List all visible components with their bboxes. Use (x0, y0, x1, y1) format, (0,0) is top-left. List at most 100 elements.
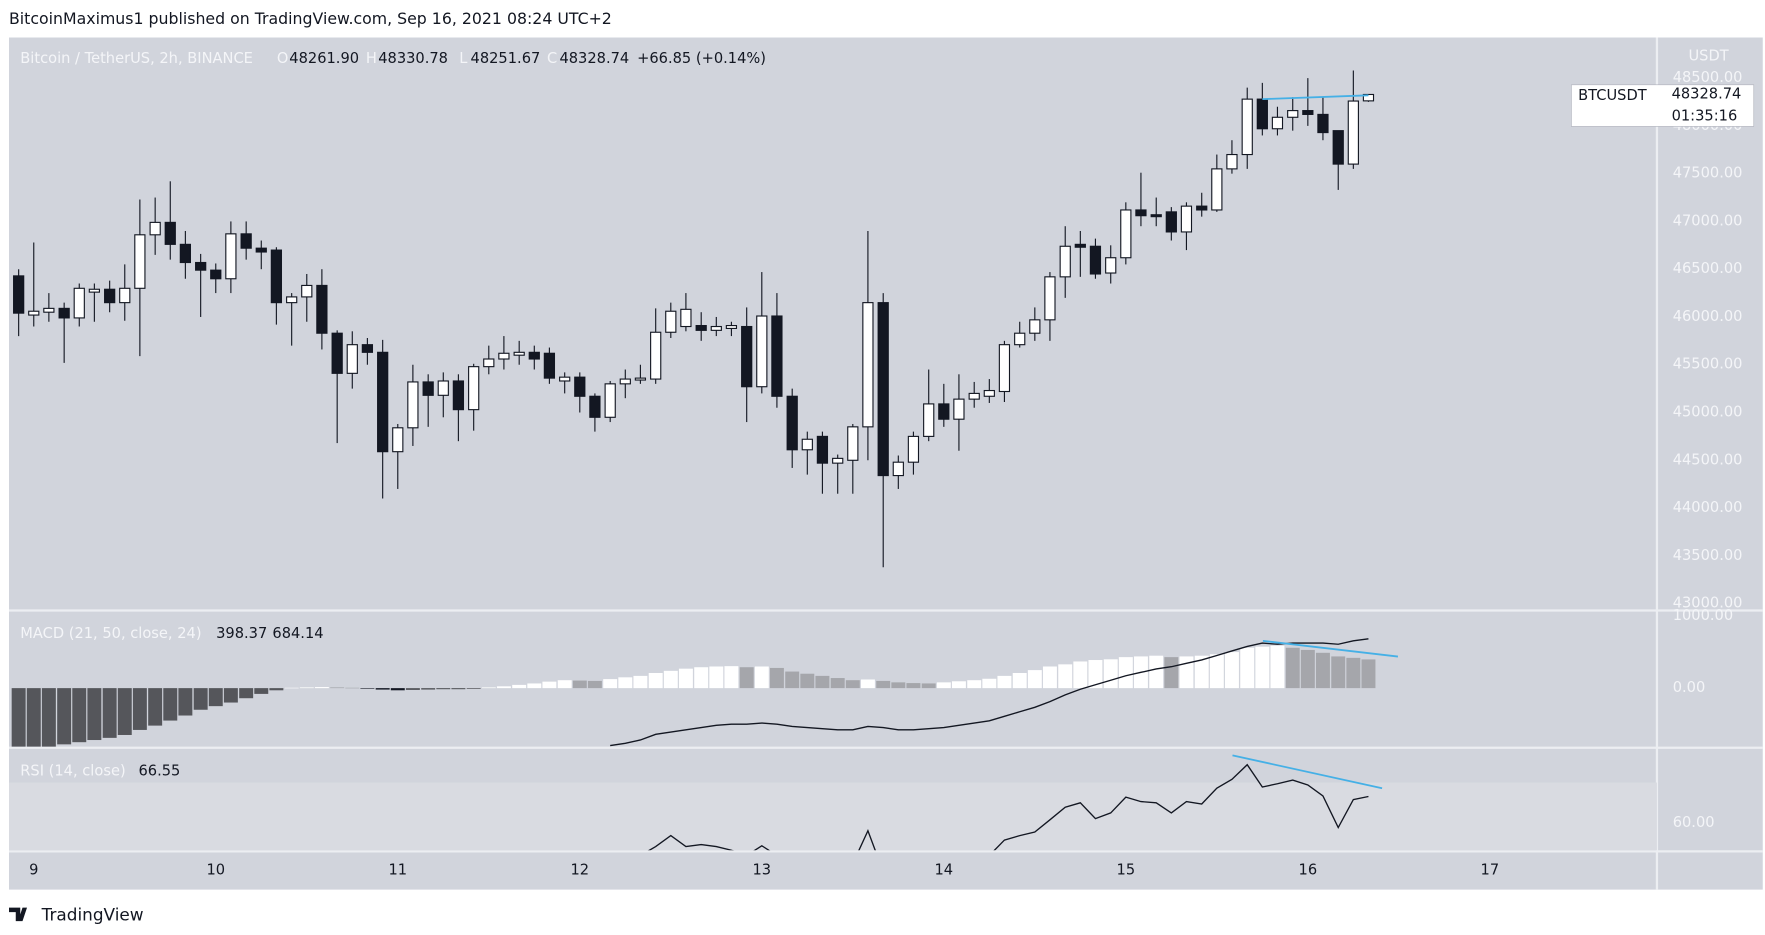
histogram-bar (1315, 652, 1330, 689)
histogram-bar (1331, 656, 1346, 689)
candle-body (164, 221, 176, 245)
candle-body (513, 351, 525, 356)
legend-value: 398.37 (216, 625, 267, 642)
histogram-bar (193, 688, 208, 710)
candle-body (907, 435, 920, 463)
histogram-bar (1194, 655, 1209, 689)
candle-body (1241, 98, 1253, 156)
histogram-bar (314, 687, 329, 689)
candle-body (923, 403, 935, 437)
candle-body (73, 287, 85, 319)
candle-body (574, 376, 586, 397)
y-tick-label: 48500.00 (1673, 69, 1743, 86)
candle-body (1180, 205, 1193, 233)
histogram-bar (739, 667, 754, 689)
symbol-label: BTCUSDT (1578, 87, 1647, 104)
candle-body (801, 438, 813, 451)
histogram-bar (542, 681, 557, 689)
y-tick-label: 46000.00 (1673, 308, 1743, 325)
histogram-bar (678, 668, 693, 689)
x-tick-label: 17 (1481, 861, 1500, 878)
candle-body (1317, 113, 1329, 134)
histogram-bar (421, 688, 436, 690)
histogram-bar (663, 670, 678, 689)
histogram-bar (876, 680, 891, 689)
histogram-bar (1088, 660, 1103, 689)
histogram-bar (451, 688, 466, 690)
histogram-bar (330, 687, 345, 689)
histogram-bar (117, 688, 132, 735)
candle-body (1302, 110, 1314, 115)
candle-body (468, 366, 480, 411)
candle-body (1226, 153, 1238, 170)
x-tick-label: 9 (29, 861, 38, 878)
candle-body (892, 461, 904, 477)
histogram-bar (1073, 661, 1088, 689)
histogram-bar (481, 687, 496, 689)
candle-body (877, 302, 889, 477)
pane-title: MACD (21, 50, close, 24) (20, 625, 201, 642)
histogram-bar (1179, 656, 1194, 689)
candle-body (1089, 245, 1102, 275)
histogram-bar (648, 672, 663, 689)
y-tick-label: 47500.00 (1673, 165, 1743, 182)
candle-body (725, 325, 738, 329)
histogram-bar (1164, 657, 1179, 689)
candle-body (316, 284, 328, 334)
candle-body (559, 376, 571, 382)
candle-body (377, 351, 389, 453)
candle-body (134, 234, 146, 289)
histogram-bar (951, 681, 966, 689)
candle-body (1332, 130, 1344, 165)
candle-body (179, 243, 192, 264)
histogram-bar (1103, 659, 1118, 689)
candle-body (422, 381, 434, 396)
rsi-band (9, 782, 1657, 851)
histogram-bar (390, 688, 405, 691)
histogram-bar (1361, 659, 1376, 689)
quote-label: H (366, 50, 377, 67)
candle-body (361, 344, 374, 353)
candle-body (634, 377, 647, 381)
histogram-bar (967, 680, 982, 689)
histogram-bar (633, 675, 648, 689)
candle-body (1150, 214, 1162, 218)
candle-body (119, 287, 131, 304)
candle-body (452, 380, 465, 411)
histogram-bar (375, 688, 390, 690)
legend-value: 684.14 (272, 625, 323, 642)
candle-body (847, 426, 859, 461)
histogram-bar (284, 687, 299, 689)
last-price: 48328.74 (1672, 85, 1742, 102)
histogram-bar (466, 688, 481, 689)
trend-line (1232, 754, 1383, 790)
histogram-bar (72, 688, 87, 743)
candle-body (756, 315, 768, 388)
candle-body (392, 427, 404, 453)
histogram-bar (163, 688, 178, 721)
histogram-bar (1255, 646, 1270, 689)
histogram-bar (891, 682, 906, 689)
histogram-bar (754, 666, 769, 689)
histogram-bar (223, 688, 238, 703)
histogram-bar (178, 688, 193, 716)
indicator-line (610, 638, 1369, 747)
x-tick-label: 11 (388, 861, 407, 878)
x-tick-label: 10 (206, 861, 225, 878)
quote-label: C (547, 50, 557, 67)
candle-body (968, 392, 980, 400)
y-tick-label: 45000.00 (1673, 404, 1743, 421)
histogram-bar (496, 686, 511, 689)
indicator-line (648, 763, 1369, 851)
candle-body (498, 352, 510, 360)
quote-label: L (459, 50, 468, 67)
histogram-bar (299, 687, 314, 689)
histogram-bar (360, 688, 375, 689)
histogram-bar (1118, 657, 1133, 689)
candle-body (998, 344, 1011, 393)
candle-body (286, 296, 298, 304)
candle-body (301, 284, 313, 298)
logo-mark (9, 907, 28, 922)
histogram-bar (132, 688, 147, 730)
